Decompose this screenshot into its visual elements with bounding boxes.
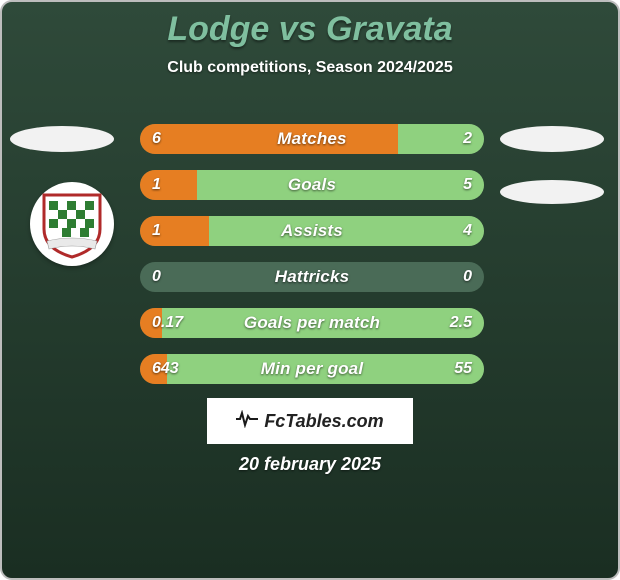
page-title: Lodge vs Gravata (2, 10, 618, 49)
pulse-icon (236, 410, 258, 433)
subtitle: Club competitions, Season 2024/2025 (2, 59, 618, 77)
stat-row: 0.172.5Goals per match (140, 308, 484, 338)
left-crest (30, 182, 114, 266)
stat-row: 62Matches (140, 124, 484, 154)
left-ellipse (10, 126, 114, 152)
comparison-bars: 62Matches 15Goals 14Assists 00Hattricks 0.17… (140, 124, 484, 400)
stat-row: 15Goals (140, 170, 484, 200)
right-ellipse-b (500, 180, 604, 204)
bar-label: Hattricks (140, 262, 484, 292)
right-ellipse-a (500, 126, 604, 152)
bar-label: Matches (140, 124, 484, 154)
footer-date: 20 february 2025 (2, 454, 618, 475)
stat-row: 64355Min per goal (140, 354, 484, 384)
stat-row: 00Hattricks (140, 262, 484, 292)
bar-label: Min per goal (140, 354, 484, 384)
bar-label: Assists (140, 216, 484, 246)
bar-label: Goals (140, 170, 484, 200)
stat-row: 14Assists (140, 216, 484, 246)
bar-label: Goals per match (140, 308, 484, 338)
comparison-card: Lodge vs Gravata Club competitions, Seas… (0, 0, 620, 580)
logo-text: FcTables.com (264, 411, 383, 432)
fctables-logo: FcTables.com (207, 398, 413, 444)
shield-icon (39, 189, 105, 259)
